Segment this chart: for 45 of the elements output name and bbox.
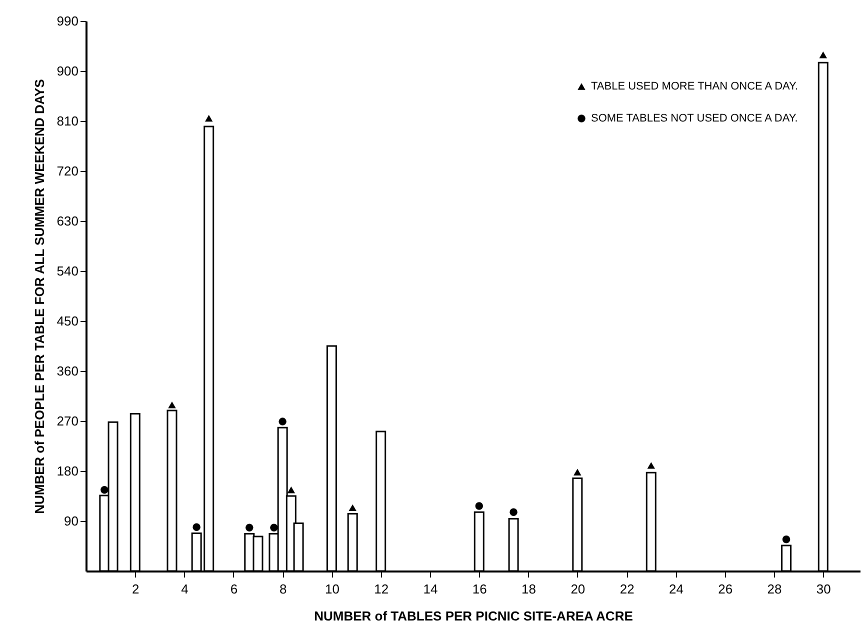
point xyxy=(192,523,200,531)
y-tick-label: 360 xyxy=(56,364,78,378)
y-tick-label: 270 xyxy=(56,414,78,428)
point xyxy=(819,52,828,58)
x-tick-label: 22 xyxy=(620,582,634,596)
y-tick-label: 180 xyxy=(56,464,78,478)
point xyxy=(100,486,108,494)
point xyxy=(475,502,484,510)
point xyxy=(782,535,790,544)
legend-label: TABLE USED MORE THAN ONCE A DAY. xyxy=(591,80,798,92)
point xyxy=(168,402,176,408)
y-tick-label: 900 xyxy=(56,64,78,78)
x-tick-label: 8 xyxy=(279,582,287,596)
x-tick-label: 10 xyxy=(324,582,340,596)
y-tick-label: 540 xyxy=(56,264,78,278)
x-tick-label: 20 xyxy=(570,582,586,596)
y-axis-title: NUMBER of PEOPLE PER TABLE FOR ALL SUMMER WEEKEND DAYS xyxy=(32,78,47,514)
point xyxy=(204,114,213,122)
x-tick-label: 28 xyxy=(767,582,782,596)
x-tick-label: 4 xyxy=(181,582,188,596)
y-tick-label: 90 xyxy=(64,514,78,528)
point xyxy=(574,468,582,476)
point xyxy=(647,462,656,469)
y-tick-label: 810 xyxy=(56,114,78,128)
y-tick-label: 450 xyxy=(56,314,78,328)
x-tick-label: 12 xyxy=(374,582,389,596)
x-tick-label: 30 xyxy=(816,582,831,596)
x-tick-label: 16 xyxy=(472,582,487,596)
point xyxy=(287,486,296,494)
x-tick-label: 6 xyxy=(230,582,238,596)
point xyxy=(246,524,254,532)
x-tick-label: 26 xyxy=(718,582,733,596)
x-tick-label: 24 xyxy=(668,582,684,596)
point xyxy=(510,508,518,516)
point xyxy=(270,524,278,532)
point xyxy=(278,418,286,426)
x-tick-label: 2 xyxy=(132,582,140,596)
x-tick-label: 18 xyxy=(522,582,536,596)
y-tick-label: 630 xyxy=(56,214,78,228)
legend-label: SOME TABLES NOT USED ONCE A DAY. xyxy=(591,112,798,124)
y-tick-label: 720 xyxy=(56,164,78,178)
point xyxy=(348,504,356,512)
x-axis-title: NUMBER of TABLES PER PICNIC SITE-AREA ACRE xyxy=(314,608,634,624)
y-tick-label: 990 xyxy=(56,14,78,28)
x-tick-label: 14 xyxy=(423,582,438,596)
